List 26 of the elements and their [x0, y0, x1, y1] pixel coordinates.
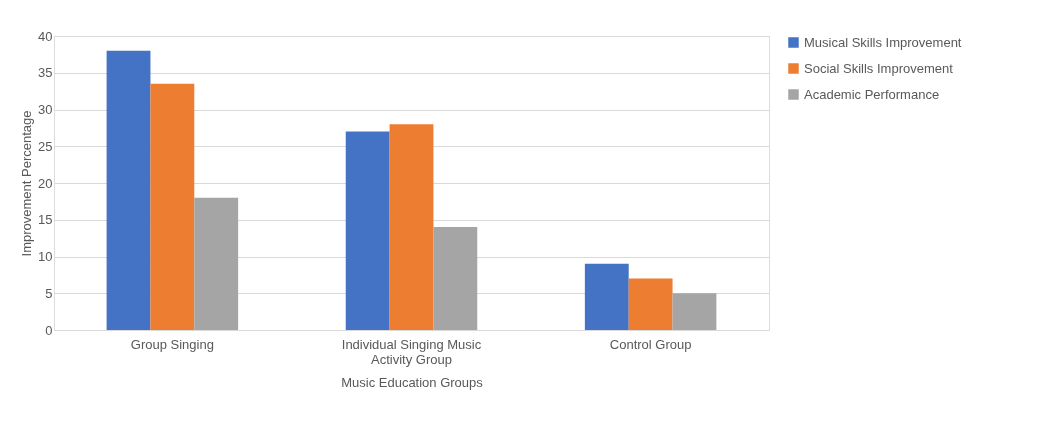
y-tick-label: 10	[38, 249, 53, 264]
y-tick-label: 30	[38, 102, 53, 117]
bar	[628, 278, 673, 330]
bar	[194, 197, 239, 330]
y-tick-label: 25	[38, 138, 53, 154]
x-tick-label: Control Group	[609, 336, 692, 352]
bar	[345, 131, 390, 330]
y-tick-label: 20	[38, 175, 53, 191]
bar	[584, 263, 629, 330]
x-axis-title: Music Education Groups	[341, 374, 484, 390]
y-tick-label: 40	[38, 28, 53, 44]
x-tick-label: Individual Singing Music Activity Group	[341, 336, 482, 367]
legend-label: Academic Performance	[804, 86, 940, 102]
legend-label: Musical Skills Improvement	[804, 34, 962, 50]
y-tick-label: 0	[45, 322, 53, 338]
bar	[106, 50, 151, 330]
bar	[433, 227, 478, 330]
bar	[150, 83, 195, 330]
y-axis-title: Improvement Percentage	[19, 110, 35, 257]
y-tick-label: 5	[45, 285, 53, 301]
y-tick-label: 15	[38, 212, 53, 228]
bar	[389, 124, 434, 330]
legend-label: Social Skills Improvement	[804, 60, 954, 76]
bar	[672, 293, 717, 330]
y-tick-label: 35	[38, 65, 53, 81]
x-tick-label: Group Singing	[130, 336, 214, 352]
